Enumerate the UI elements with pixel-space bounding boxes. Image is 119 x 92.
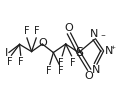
- Text: S: S: [75, 46, 83, 59]
- Text: F: F: [70, 58, 75, 68]
- Text: O: O: [65, 23, 73, 33]
- Text: F: F: [7, 57, 13, 67]
- Text: F: F: [46, 66, 52, 76]
- Text: N: N: [90, 29, 99, 39]
- Text: O: O: [38, 38, 47, 48]
- Text: N: N: [91, 65, 100, 75]
- Text: $^+$: $^+$: [109, 45, 117, 54]
- Text: F: F: [18, 57, 24, 67]
- Text: O: O: [85, 71, 94, 81]
- Text: $^-$: $^-$: [99, 32, 107, 41]
- Text: F: F: [34, 26, 40, 36]
- Text: N: N: [104, 46, 113, 56]
- Text: F: F: [58, 58, 64, 68]
- Text: I: I: [4, 48, 8, 58]
- Text: F: F: [57, 66, 63, 76]
- Text: F: F: [24, 26, 29, 36]
